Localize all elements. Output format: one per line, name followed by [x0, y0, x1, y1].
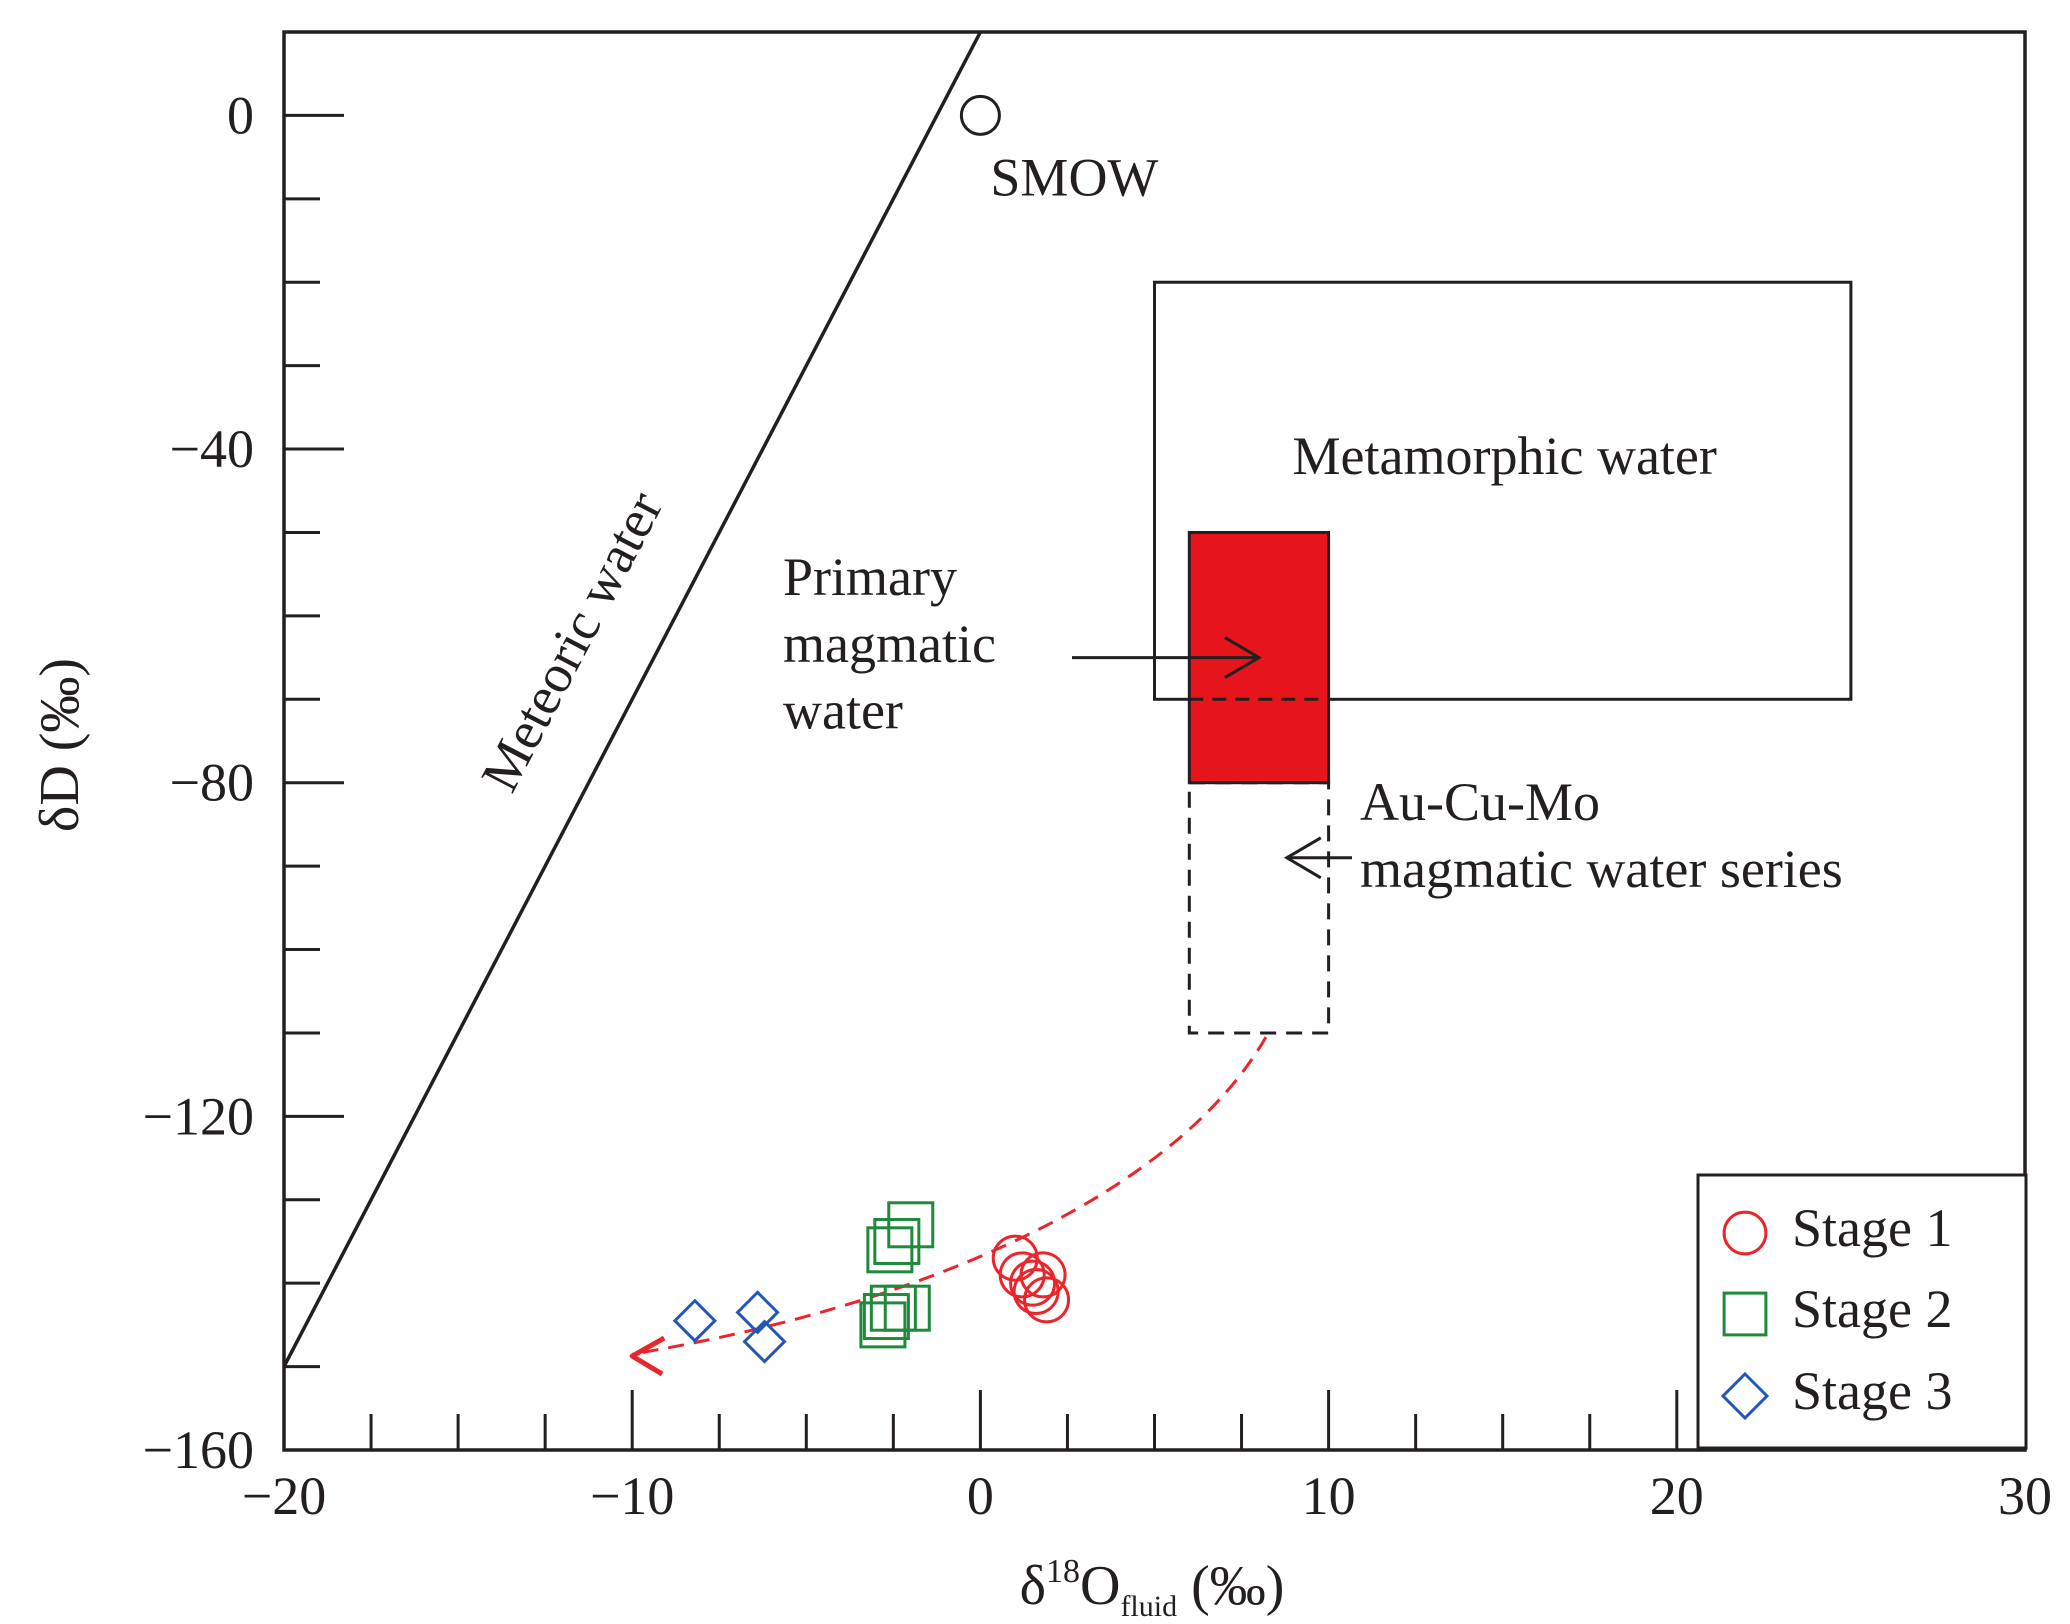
stage2-point-5	[869, 1284, 917, 1332]
primary-arrow-head	[1224, 636, 1262, 679]
primary-magmatic-label-line1: Primary	[783, 547, 957, 607]
stage3-point-2	[735, 1290, 780, 1335]
stage2-point-2	[873, 1217, 921, 1265]
series-arrow-head	[1283, 836, 1322, 880]
stage3-point-3	[742, 1319, 787, 1364]
x-label-prefix: δ	[1020, 1555, 1046, 1617]
stage2-point-6	[862, 1293, 910, 1341]
axes-layer: 0 −40 −80 −120 −160−20 −10 0 10 20 30	[143, 30, 2052, 1526]
x-tick-label: 10	[1302, 1466, 1356, 1526]
y-tick-label: −40	[170, 419, 254, 479]
legend: Stage 1 Stage 2 Stage 3	[1696, 1173, 2028, 1450]
smow-label: SMOW	[990, 147, 1158, 207]
legend-label-stage3: Stage 3	[1792, 1361, 1952, 1421]
legend-marker-stage2	[1722, 1291, 1768, 1337]
y-axis-label: δD (‰)	[29, 658, 91, 832]
stage1-point-6	[1023, 1276, 1071, 1324]
x-tick-label: −10	[590, 1466, 674, 1526]
x-axis-label: δ18Ofluid (‰)	[1020, 1553, 1285, 1623]
stage1-point-3	[1009, 1259, 1057, 1307]
x-label-suffix: (‰)	[1177, 1555, 1284, 1617]
stage2-point-3	[866, 1226, 914, 1274]
stage1-point-2	[998, 1251, 1046, 1299]
metamorphic-water-box	[1153, 280, 1853, 701]
magmatic-series-label-line1: Au-Cu-Mo	[1360, 772, 1600, 832]
x-tick-label: 30	[1998, 1466, 2052, 1526]
metamorphic-water-label: Metamorphic water	[1293, 426, 1717, 486]
legend-box	[1696, 1173, 2028, 1450]
lines-layer	[282, 31, 1352, 1377]
legend-label-stage2: Stage 2	[1792, 1279, 1952, 1339]
stage2-point-7	[859, 1301, 907, 1349]
legend-marker-stage3	[1720, 1371, 1770, 1421]
trend-curve	[631, 1036, 1268, 1356]
stage3-point-1	[672, 1298, 717, 1343]
smow-marker	[959, 94, 1001, 136]
y-tick-label: −80	[170, 753, 254, 813]
x-label-main: O	[1080, 1555, 1120, 1617]
stage1-point-5	[1012, 1268, 1060, 1316]
primary-magmatic-label-line3: water	[783, 680, 903, 740]
meteoric-water-label: Meteoric water	[469, 482, 674, 801]
magmatic-series-box	[1187, 781, 1331, 1035]
x-label-sup: 18	[1046, 1553, 1080, 1590]
primary-magmatic-label-line2: magmatic	[783, 614, 996, 674]
legend-marker-stage1	[1722, 1210, 1768, 1256]
points-layer	[672, 1201, 1071, 1364]
trend-arrow-head	[629, 1335, 666, 1377]
y-tick-label: −120	[143, 1086, 254, 1146]
y-tick-label: 0	[227, 85, 254, 145]
x-tick-label: 0	[967, 1466, 994, 1526]
x-label-sub: fluid	[1120, 1590, 1177, 1623]
y-tick-label: −160	[143, 1420, 254, 1480]
x-tick-label: 20	[1650, 1466, 1704, 1526]
x-tick-label: −20	[242, 1466, 326, 1526]
magmatic-series-label-line2: magmatic water series	[1360, 839, 1843, 899]
legend-label-stage1: Stage 1	[1792, 1198, 1952, 1258]
meteoric-water-line	[282, 31, 982, 1368]
